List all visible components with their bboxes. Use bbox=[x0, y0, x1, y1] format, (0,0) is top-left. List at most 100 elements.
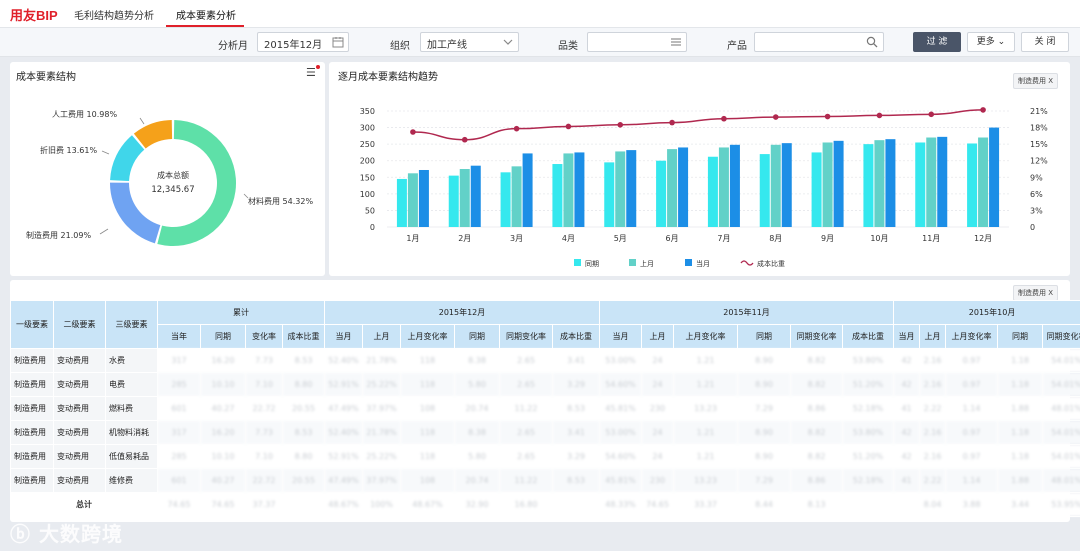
table-row[interactable]: 制造费用 变动费用 机物料消耗 317 16.20 7.73 8.53 52.40% 21.78… bbox=[10, 420, 1080, 445]
col-header-1-3[interactable]: 同期 bbox=[454, 324, 500, 349]
bar-上月-11月[interactable] bbox=[926, 137, 937, 227]
bar-同期-9月[interactable] bbox=[811, 152, 822, 227]
col-header-2-1[interactable]: 上月 bbox=[641, 324, 675, 349]
bar-当月-1月[interactable] bbox=[418, 169, 429, 227]
cost-ratio-point-8月[interactable] bbox=[772, 114, 779, 120]
bar-同期-3月[interactable] bbox=[500, 172, 511, 227]
col-header-3-1[interactable]: 上月 bbox=[919, 324, 947, 349]
col-header-3-0[interactable]: 当月 bbox=[893, 324, 921, 349]
bar-同期-5月[interactable] bbox=[604, 162, 615, 227]
cost-ratio-point-9月[interactable] bbox=[824, 113, 831, 120]
bar-上月-10月[interactable] bbox=[874, 140, 885, 227]
bar-同期-1月[interactable] bbox=[396, 178, 407, 227]
cost-ratio-point-10月[interactable] bbox=[876, 112, 883, 119]
col-header-1-1[interactable]: 上月 bbox=[362, 324, 401, 349]
bar-当月-4月[interactable] bbox=[574, 152, 585, 227]
bar-上月-3月[interactable] bbox=[511, 166, 522, 227]
bar-上月-2月[interactable] bbox=[459, 169, 470, 227]
bar-上月-5月[interactable] bbox=[615, 151, 626, 227]
col-header-1-2[interactable]: 上月变化率 bbox=[400, 324, 455, 349]
tab-cost-element-analysis[interactable]: 成本要素分析 bbox=[176, 11, 236, 22]
bar-当月-11月[interactable] bbox=[937, 136, 948, 227]
table-row[interactable]: 制造费用 变动费用 维修费 601 40.27 22.72 20.55 47.49% 37.97… bbox=[10, 468, 1080, 493]
col-header-3-3[interactable]: 同期 bbox=[997, 324, 1044, 349]
bar-当月-10月[interactable] bbox=[885, 139, 896, 227]
bar-同期-12月[interactable] bbox=[967, 143, 978, 227]
cost-ratio-point-11月[interactable] bbox=[928, 111, 935, 118]
product-search-input[interactable] bbox=[754, 32, 884, 52]
legend-label-当月[interactable]: 当月 bbox=[696, 259, 710, 268]
table-row[interactable]: 制造费用 变动费用 水费 317 16.20 7.73 8.53 52.40% 21.78% 11… bbox=[10, 348, 1080, 373]
cost-ratio-point-7月[interactable] bbox=[721, 115, 727, 122]
close-button[interactable]: 关 闭 bbox=[1021, 32, 1069, 52]
col-header-1-5[interactable]: 成本比重 bbox=[551, 324, 601, 349]
close-icon[interactable]: X bbox=[1048, 289, 1054, 297]
donut-slice-manufacturing[interactable] bbox=[110, 182, 161, 244]
table-row[interactable]: 制造费用 变动费用 燃料费 601 40.27 22.72 20.55 47.49% 37.97… bbox=[10, 396, 1080, 421]
legend-label-同期[interactable]: 同期 bbox=[585, 260, 599, 268]
bar-同期-8月[interactable] bbox=[759, 154, 770, 227]
col-header-2-4[interactable]: 同期变化率 bbox=[790, 324, 844, 349]
org-select[interactable]: 加工产线 bbox=[420, 32, 519, 52]
bar-当月-8月[interactable] bbox=[781, 143, 792, 227]
donut-slice-labor[interactable] bbox=[133, 120, 173, 149]
menu-icon[interactable]: ☰ bbox=[306, 66, 316, 79]
category-select[interactable] bbox=[587, 32, 687, 52]
donut-slice-material[interactable] bbox=[157, 120, 236, 246]
col-header-3-2[interactable]: 上月变化率 bbox=[945, 324, 999, 349]
col-header-3-4[interactable]: 同期变化率 bbox=[1042, 324, 1080, 349]
col-header-0-2[interactable]: 变化率 bbox=[245, 324, 283, 349]
bar-当月-9月[interactable] bbox=[833, 140, 844, 227]
dim-header-2[interactable]: 二级要素 bbox=[53, 300, 106, 349]
col-header-2-3[interactable]: 同期 bbox=[737, 324, 792, 349]
bar-上月-1月[interactable] bbox=[407, 173, 418, 227]
bar-同期-11月[interactable] bbox=[915, 142, 926, 227]
bar-当月-7月[interactable] bbox=[729, 144, 740, 227]
cost-ratio-point-6月[interactable] bbox=[669, 119, 675, 126]
bar-上月-6月[interactable] bbox=[667, 149, 678, 227]
cost-ratio-point-1月[interactable] bbox=[410, 129, 416, 135]
bar-当月-12月[interactable] bbox=[989, 127, 1000, 227]
bar-上月-9月[interactable] bbox=[822, 142, 833, 227]
col-header-0-1[interactable]: 同期 bbox=[200, 324, 246, 349]
col-header-1-0[interactable]: 当月 bbox=[324, 324, 363, 349]
cost-ratio-point-3月[interactable] bbox=[513, 125, 520, 132]
bar-当月-2月[interactable] bbox=[470, 165, 481, 227]
tab-gross-margin-trend[interactable]: 毛利结构趋势分析 bbox=[74, 11, 154, 22]
col-header-2-2[interactable]: 上月变化率 bbox=[673, 324, 739, 349]
dim-header-3[interactable]: 三级要素 bbox=[105, 300, 158, 349]
bar-同期-10月[interactable] bbox=[863, 144, 874, 227]
cost-ratio-point-12月[interactable] bbox=[980, 107, 986, 113]
cost-ratio-point-5月[interactable] bbox=[617, 122, 624, 128]
donut-slice-depreciation[interactable] bbox=[110, 135, 145, 181]
col-header-1-4[interactable]: 同期变化率 bbox=[499, 324, 553, 349]
bar-当月-5月[interactable] bbox=[626, 150, 637, 227]
more-button[interactable]: 更多 ⌄ bbox=[967, 32, 1015, 52]
bar-上月-7月[interactable] bbox=[718, 147, 729, 227]
col-header-2-5[interactable]: 成本比重 bbox=[842, 324, 895, 349]
dim-header-1[interactable]: 一级要素 bbox=[10, 300, 54, 349]
cost-ratio-point-2月[interactable] bbox=[461, 136, 468, 143]
col-header-0-3[interactable]: 成本比重 bbox=[282, 324, 325, 349]
cost-ratio-point-4月[interactable] bbox=[565, 123, 572, 130]
bar-上月-8月[interactable] bbox=[770, 144, 781, 227]
table-row[interactable]: 制造费用 变动费用 低值易耗品 285 10.10 7.10 8.80 52.91% 25.22… bbox=[10, 444, 1080, 469]
close-icon[interactable]: X bbox=[1048, 77, 1054, 85]
table-row[interactable]: 制造费用 变动费用 电费 285 10.10 7.10 8.80 52.91% 25.22% 11… bbox=[10, 372, 1080, 397]
bar-同期-4月[interactable] bbox=[552, 164, 563, 227]
col-header-0-0[interactable]: 当年 bbox=[157, 324, 201, 349]
legend-label-上月[interactable]: 上月 bbox=[640, 259, 654, 268]
col-header-2-0[interactable]: 当月 bbox=[599, 324, 643, 349]
filter-button[interactable]: 过 滤 bbox=[913, 32, 961, 52]
bar-上月-12月[interactable] bbox=[978, 137, 989, 227]
table-filter-tag[interactable]: 制造费用 X bbox=[1013, 285, 1059, 301]
trend-filter-tag[interactable]: 制造费用 X bbox=[1013, 73, 1059, 89]
period-picker[interactable]: 2015年12月 bbox=[257, 32, 349, 52]
bar-上月-4月[interactable] bbox=[563, 153, 574, 227]
bar-同期-2月[interactable] bbox=[448, 175, 459, 227]
legend-label-成本比重[interactable]: 成本比重 bbox=[757, 259, 785, 268]
bar-当月-3月[interactable] bbox=[522, 153, 533, 227]
bar-同期-6月[interactable] bbox=[656, 160, 667, 227]
bar-同期-7月[interactable] bbox=[707, 156, 718, 227]
bar-当月-6月[interactable] bbox=[678, 147, 689, 227]
